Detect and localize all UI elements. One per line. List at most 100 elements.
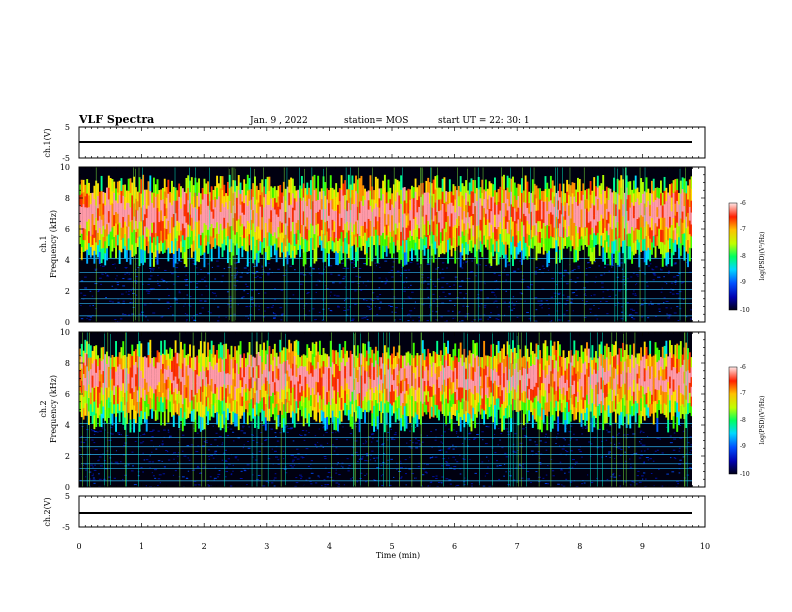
spectral-speckle — [209, 312, 212, 314]
spectral-column — [555, 204, 558, 217]
spectral-speckle — [654, 477, 658, 479]
spectral-speckle — [448, 293, 451, 295]
spectral-speckle — [342, 466, 344, 468]
spectral-speckle — [535, 309, 538, 311]
spectral-column — [97, 365, 99, 377]
panel-ch1-waveform: 5 -5 ch.1(V) — [43, 123, 706, 163]
spectral-column — [189, 191, 191, 204]
spectral-column — [228, 393, 231, 404]
spectral-speckle — [604, 266, 606, 268]
spectral-column — [125, 214, 128, 227]
spectral-speckle — [201, 294, 203, 296]
spectral-column — [329, 366, 332, 380]
spectral-column — [490, 238, 493, 253]
spectral-speckle — [535, 471, 538, 473]
spectral-column — [304, 200, 307, 214]
spectral-column — [459, 191, 462, 207]
spectral-column — [196, 392, 199, 403]
spectral-column — [591, 251, 594, 265]
spectral-column — [295, 376, 298, 390]
spectral-column — [365, 252, 368, 266]
spectral-speckle — [294, 485, 297, 487]
spectral-column — [172, 391, 175, 404]
spectral-speckle — [598, 265, 601, 267]
spectral-speckle — [330, 273, 333, 275]
spectral-speckle — [558, 292, 561, 294]
spectral-speckle — [143, 304, 147, 306]
spectral-column — [136, 389, 139, 402]
spectral-speckle — [358, 270, 360, 272]
spectral-column — [604, 252, 606, 265]
spectral-speckle — [312, 268, 315, 270]
spectral-speckle — [426, 464, 429, 466]
spectral-column — [519, 218, 522, 230]
spectral-column — [290, 367, 293, 381]
spectral-column — [338, 397, 341, 411]
spectral-column — [102, 346, 105, 360]
spectral-column — [158, 401, 161, 412]
spectral-speckle — [110, 432, 112, 434]
spectral-column — [365, 240, 368, 254]
spectral-speckle — [429, 482, 433, 484]
spectral-column — [329, 353, 332, 367]
spectral-column — [163, 340, 166, 355]
spectral-column — [151, 378, 154, 389]
spectral-column — [620, 234, 623, 247]
spectral-speckle — [102, 273, 104, 275]
spectral-speckle — [636, 475, 639, 477]
spectral-column — [660, 180, 662, 194]
spectral-speckle — [673, 457, 676, 459]
spectral-speckle — [88, 319, 92, 321]
spectral-column — [198, 233, 200, 249]
spectral-column — [490, 196, 493, 212]
spectral-column — [344, 365, 347, 379]
spectral-column — [263, 396, 265, 411]
spectral-column — [578, 214, 581, 228]
spectral-speckle — [368, 308, 372, 310]
spectral-column — [320, 229, 323, 241]
spectral-column — [120, 214, 123, 228]
spectral-column — [272, 226, 274, 237]
spectral-speckle — [639, 430, 643, 432]
spectral-speckle — [292, 294, 295, 296]
spectral-column — [333, 376, 336, 391]
spectral-speckle — [642, 431, 645, 433]
spectral-speckle — [538, 268, 541, 270]
spectral-column — [100, 248, 103, 264]
spectral-column — [216, 198, 219, 211]
spectral-speckle — [620, 449, 623, 451]
spectral-speckle — [217, 306, 220, 308]
spectral-column — [102, 406, 105, 419]
spectral-column — [378, 383, 381, 394]
spectral-column — [596, 209, 599, 222]
spectral-column — [456, 236, 459, 247]
spectral-column — [488, 181, 491, 196]
spectral-speckle — [459, 454, 461, 456]
spectral-speckle — [127, 464, 130, 466]
spectral-column — [104, 354, 107, 366]
spectral-speckle — [243, 444, 245, 446]
spectral-column — [593, 177, 596, 192]
spectral-column — [389, 242, 392, 254]
spectral-column — [522, 224, 525, 237]
spectral-speckle — [416, 263, 419, 265]
spectral-speckle — [299, 273, 303, 275]
spectral-column — [124, 355, 127, 368]
spectral-speckle — [424, 471, 428, 473]
spectral-speckle — [314, 435, 317, 437]
spectral-column — [313, 343, 316, 357]
spectral-column — [207, 217, 210, 230]
spectral-column — [672, 217, 675, 231]
spectral-column — [326, 391, 329, 405]
spectral-column — [690, 188, 692, 201]
spectral-column — [499, 186, 502, 199]
spectral-speckle — [287, 428, 291, 430]
spectral-column — [98, 403, 101, 416]
spectral-speckle — [388, 305, 391, 307]
spectral-column — [185, 236, 188, 253]
spectral-speckle — [569, 301, 573, 303]
spectral-column — [208, 408, 211, 421]
spectral-column — [241, 376, 244, 388]
spectral-column — [373, 418, 376, 432]
spectral-speckle — [575, 294, 578, 296]
